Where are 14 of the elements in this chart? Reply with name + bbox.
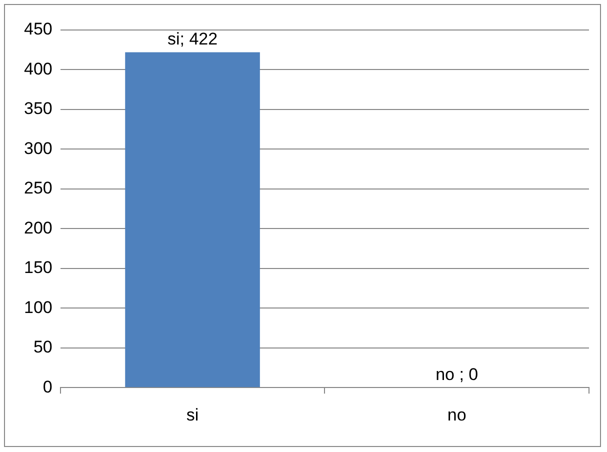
y-tick-label: 450 [24,20,52,39]
y-tick-label: 50 [33,338,52,357]
y-tick-label: 0 [42,377,52,396]
y-tick-label: 150 [24,258,52,278]
data-label: si; 422 [167,29,218,48]
x-tick-label: no [447,405,466,424]
y-tick-label: 200 [24,218,52,238]
y-tick-label: 100 [24,298,52,317]
x-tick-label: si [186,405,199,424]
y-tick-label: 250 [24,178,52,198]
y-tick-label: 300 [24,138,52,158]
data-label: no ; 0 [436,364,478,384]
y-tick-label: 350 [24,99,52,118]
y-tick-label: 400 [24,59,52,78]
